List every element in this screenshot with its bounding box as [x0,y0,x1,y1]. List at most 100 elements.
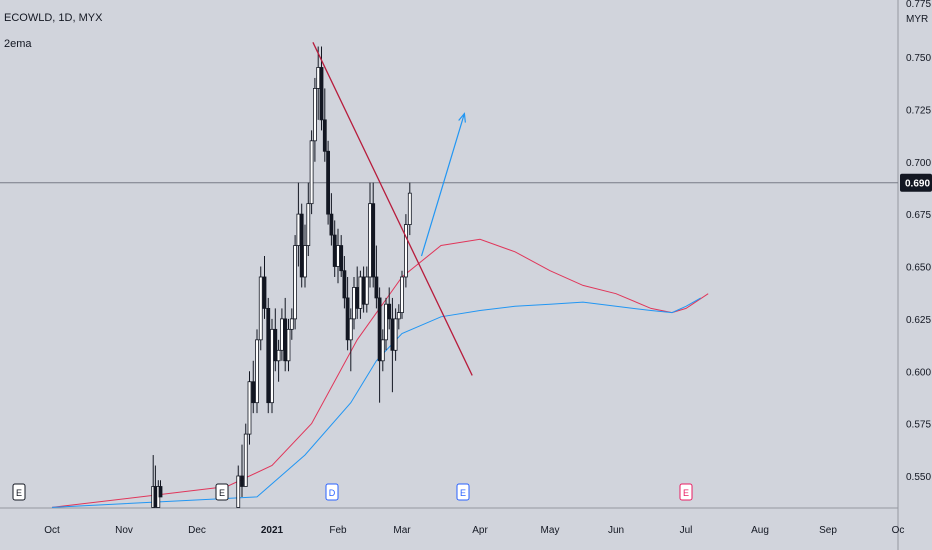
candle [283,297,288,372]
candle [289,308,294,340]
candle-body [309,140,314,205]
candle [374,245,379,309]
price-tick-label: 0.625 [906,315,931,326]
candle [243,423,248,487]
candle-body [240,475,244,487]
candle-body [384,303,388,341]
candle-body [329,213,334,236]
candle-body [361,276,366,305]
candle [332,220,337,277]
candle [322,88,327,162]
event-marker[interactable] [325,483,339,501]
time-tick-label: 2021 [261,525,284,536]
candle-body [326,150,331,215]
event-marker-letter: E [16,488,22,498]
time-tick-label: Mar [393,525,411,536]
candle-body [390,318,395,351]
symbol-legend[interactable]: ECOWLD, 1D, MYX [4,12,103,24]
candle [312,77,317,162]
candle [390,297,395,393]
candle-body [319,67,324,121]
candle-body [352,287,356,320]
candle-body [332,234,337,267]
candle-body [273,328,278,362]
candle [339,235,344,277]
candle [407,182,412,236]
candle-body [364,276,369,305]
candle [296,182,301,267]
candle-body [396,312,401,320]
candle [258,266,263,351]
candle [276,339,281,382]
candle-body [293,245,298,320]
candle-body [380,339,385,362]
candle [387,287,392,330]
event-marker[interactable] [456,483,470,501]
trendline[interactable] [312,42,473,376]
candle [303,224,307,288]
event-marker[interactable] [12,483,26,501]
candle [361,266,366,313]
candle-body [296,213,301,246]
time-tick-label: May [541,525,560,536]
candle-body [286,328,291,362]
last-price-badge[interactable] [900,173,932,192]
candle [262,256,267,319]
candle [293,235,298,330]
candle [316,46,321,120]
time-tick-label: Jul [680,525,693,536]
time-tick-label: Aug [751,525,769,536]
time-tick-label: Jun [608,525,624,536]
time-tick-label: Sep [819,525,837,536]
candle-body [374,276,379,299]
event-marker[interactable] [215,483,229,501]
candle-body [236,475,241,508]
candle [247,371,252,445]
candle [377,287,382,403]
candle-body [393,318,398,351]
last-price-label: 0.690 [905,179,930,190]
event-marker[interactable] [679,483,693,501]
candle-body [368,203,372,278]
projection-arrow[interactable] [420,113,465,257]
price-tick-label: 0.700 [906,158,931,169]
ema-line-1[interactable] [51,238,709,508]
candle-body [306,203,311,246]
candle [306,182,311,257]
candle-body [279,318,284,351]
candle-body [358,276,363,309]
candle [251,360,256,414]
candle [326,140,331,225]
event-marker-letter: E [460,488,466,498]
candle-body [407,192,412,226]
candle-body [371,203,376,278]
time-tick-label: Dec [188,525,206,536]
indicator-legend[interactable]: 2ema [4,38,32,50]
candle [342,256,347,309]
price-tick-label: 0.575 [906,420,931,431]
projection-arrowhead [458,112,466,123]
candle [380,329,385,372]
candle-body [355,287,360,309]
candle-body [342,270,347,299]
candle-body [258,276,263,341]
candle [345,276,350,351]
price-tick-label: 0.650 [906,263,931,274]
price-tick-label-top: 0.775 [906,0,931,10]
candle-body [345,297,350,341]
candle [371,182,376,288]
candle-body [377,297,382,362]
event-marker-letter: D [329,488,336,498]
candle [358,270,363,319]
time-tick-label: Oct [44,525,60,536]
candle-body [276,349,281,362]
candle-body [262,276,267,309]
ema-line-2[interactable] [51,297,702,508]
candle [266,297,271,414]
candle [309,130,314,215]
candle [403,214,408,288]
candle-body [336,245,340,267]
candle-body [243,433,248,487]
price-tick-label: 0.725 [906,105,931,116]
